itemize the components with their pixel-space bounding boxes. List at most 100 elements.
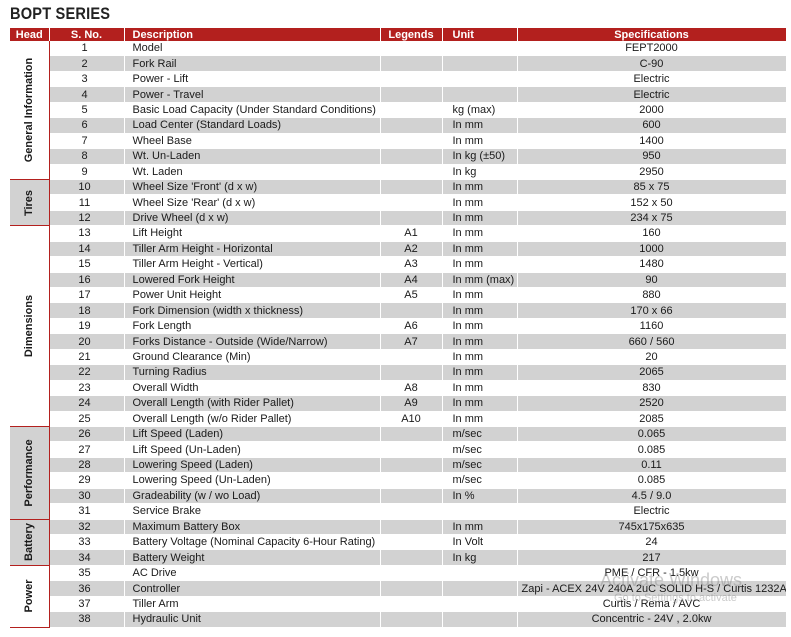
cell-unit: m/sec: [442, 472, 518, 489]
cell-unit: In mm: [442, 411, 518, 427]
cell-legend: [380, 611, 443, 628]
cell-description: Maximum Battery Box: [124, 519, 381, 536]
cell-sno: 31: [49, 503, 125, 520]
spec-table: Head S. No. Description Legends Unit Spe…: [10, 28, 787, 628]
group-head-cell: Dimensions: [10, 225, 50, 427]
table-row: 8 Wt. Un-Laden In kg (±50) 950: [10, 148, 787, 165]
cell-specification: 950: [517, 148, 787, 165]
cell-description: Wt. Un-Laden: [124, 148, 381, 165]
cell-specification: 24: [517, 534, 787, 551]
cell-unit: In mm: [442, 133, 518, 150]
cell-description: Service Brake: [124, 503, 381, 520]
cell-sno: 36: [49, 580, 125, 597]
table-row: 37 Tiller Arm Curtis / Rema / AVC: [10, 596, 787, 613]
group-head-cell: Tires: [10, 179, 50, 227]
cell-sno: 9: [49, 164, 125, 180]
cell-legend: A8: [380, 380, 443, 397]
table-row: 17 Power Unit Height A5 In mm 880: [10, 287, 787, 304]
table-row: 16 Lowered Fork Height A4 In mm (max) 90: [10, 272, 787, 289]
cell-legend: [380, 364, 443, 381]
table-row: 7 Wheel Base In mm 1400: [10, 133, 787, 150]
table-row: 12 Drive Wheel (d x w) In mm 234 x 75: [10, 210, 787, 227]
cell-description: Overall Width: [124, 380, 381, 397]
cell-unit: In mm: [442, 179, 518, 196]
cell-sno: 19: [49, 318, 125, 335]
cell-specification: 0.065: [517, 426, 787, 443]
table-row: 14 Tiller Arm Height - Horizontal A2 In mm 1…: [10, 241, 787, 258]
group-head-label: Battery: [23, 523, 36, 562]
cell-unit: [442, 596, 518, 613]
cell-unit: In mm: [442, 256, 518, 273]
cell-legend: A1: [380, 225, 443, 242]
group-head-cell: Power: [10, 565, 50, 628]
cell-sno: 26: [49, 426, 125, 443]
cell-specification: 0.11: [517, 457, 787, 474]
cell-sno: 21: [49, 349, 125, 366]
cell-description: Lift Height: [124, 225, 381, 242]
cell-specification: 745x175x635: [517, 519, 787, 536]
table-row: 34 Battery Weight In kg 217: [10, 549, 787, 566]
cell-specification: 1000: [517, 241, 787, 258]
table-row: 11 Wheel Size 'Rear' (d x w) In mm 152 x 50: [10, 194, 787, 211]
cell-legend: [380, 210, 443, 227]
cell-specification: 4.5 / 9.0: [517, 488, 787, 505]
cell-legend: A10: [380, 411, 443, 427]
table-row: Battery 32 Maximum Battery Box In mm 745x175…: [10, 519, 787, 566]
page-title: BOPT SERIES: [10, 4, 111, 23]
cell-sno: 22: [49, 364, 125, 381]
cell-description: Fork Rail: [124, 55, 381, 72]
cell-specification: 660 / 560: [517, 333, 787, 350]
cell-sno: 20: [49, 333, 125, 350]
cell-description: Drive Wheel (d x w): [124, 210, 381, 227]
group-head-cell: Performance: [10, 426, 50, 520]
cell-legend: [380, 565, 443, 582]
table-row: Tires 10 Wheel Size 'Front' (d x w) In mm 85…: [10, 179, 787, 227]
cell-legend: [380, 194, 443, 211]
cell-description: Fork Length: [124, 318, 381, 335]
group-head-label: Performance: [23, 439, 36, 507]
cell-unit: m/sec: [442, 426, 518, 443]
cell-specification: 2950: [517, 164, 787, 180]
table-row: 2 Fork Rail C-90: [10, 55, 787, 72]
cell-legend: [380, 55, 443, 72]
cell-specification: Electric: [517, 503, 787, 520]
table-row: 23 Overall Width A8 In mm 830: [10, 380, 787, 397]
cell-specification: 0.085: [517, 441, 787, 458]
cell-description: Tiller Arm Height - Horizontal: [124, 241, 381, 258]
cell-legend: [380, 488, 443, 505]
cell-legend: [380, 133, 443, 150]
cell-description: AC Drive: [124, 565, 381, 582]
table-row: 25 Overall Length (w/o Rider Pallet) A10 In…: [10, 411, 787, 427]
cell-legend: A3: [380, 256, 443, 273]
cell-description: Power - Lift: [124, 71, 381, 88]
cell-legend: A7: [380, 333, 443, 350]
cell-sno: 25: [49, 411, 125, 427]
cell-unit: In kg: [442, 164, 518, 180]
cell-specification: Curtis / Rema / AVC: [517, 596, 787, 613]
cell-unit: [442, 86, 518, 103]
cell-specification: 90: [517, 272, 787, 289]
group-head-label: Tires: [23, 189, 36, 216]
cell-description: Power Unit Height: [124, 287, 381, 304]
cell-sno: 38: [49, 611, 125, 628]
cell-legend: [380, 457, 443, 474]
cell-description: Basic Load Capacity (Under Standard Cond…: [124, 102, 381, 119]
cell-sno: 32: [49, 519, 125, 536]
cell-specification: PME / CFR - 1.5kw: [517, 565, 787, 582]
cell-specification: Electric: [517, 86, 787, 103]
cell-legend: [380, 164, 443, 180]
cell-unit: m/sec: [442, 441, 518, 458]
cell-unit: In kg (±50): [442, 148, 518, 165]
cell-description: Tiller Arm: [124, 596, 381, 613]
table-row: 22 Turning Radius In mm 2065: [10, 364, 787, 381]
cell-legend: [380, 148, 443, 165]
cell-description: Ground Clearance (Min): [124, 349, 381, 366]
group-head-label: Power: [23, 579, 36, 613]
cell-description: Battery Weight: [124, 549, 381, 566]
cell-legend: [380, 349, 443, 366]
cell-unit: In mm: [442, 364, 518, 381]
cell-sno: 16: [49, 272, 125, 289]
table-row: 5 Basic Load Capacity (Under Standard Con…: [10, 102, 787, 119]
cell-legend: [380, 41, 443, 57]
cell-unit: In mm (max): [442, 272, 518, 289]
